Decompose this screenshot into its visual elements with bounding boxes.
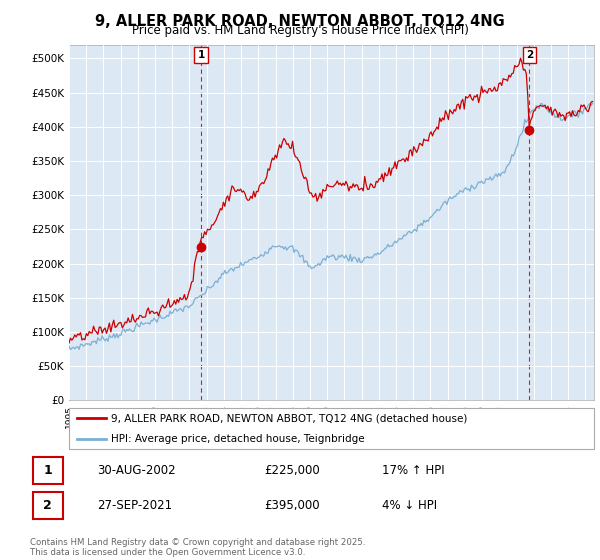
Text: 1: 1 — [43, 464, 52, 477]
Text: £395,000: £395,000 — [265, 499, 320, 512]
Text: 2: 2 — [43, 499, 52, 512]
FancyBboxPatch shape — [33, 492, 64, 519]
Text: 4% ↓ HPI: 4% ↓ HPI — [382, 499, 437, 512]
Text: 9, ALLER PARK ROAD, NEWTON ABBOT, TQ12 4NG (detached house): 9, ALLER PARK ROAD, NEWTON ABBOT, TQ12 4… — [111, 413, 467, 423]
Text: 17% ↑ HPI: 17% ↑ HPI — [382, 464, 444, 477]
Text: Contains HM Land Registry data © Crown copyright and database right 2025.
This d: Contains HM Land Registry data © Crown c… — [30, 538, 365, 557]
Text: 9, ALLER PARK ROAD, NEWTON ABBOT, TQ12 4NG: 9, ALLER PARK ROAD, NEWTON ABBOT, TQ12 4… — [95, 14, 505, 29]
Text: 2: 2 — [526, 50, 533, 60]
Text: £225,000: £225,000 — [265, 464, 320, 477]
Text: HPI: Average price, detached house, Teignbridge: HPI: Average price, detached house, Teig… — [111, 434, 365, 444]
Text: 1: 1 — [197, 50, 205, 60]
Text: 30-AUG-2002: 30-AUG-2002 — [97, 464, 176, 477]
FancyBboxPatch shape — [33, 457, 64, 484]
Text: Price paid vs. HM Land Registry's House Price Index (HPI): Price paid vs. HM Land Registry's House … — [131, 24, 469, 37]
FancyBboxPatch shape — [69, 408, 594, 449]
Text: 27-SEP-2021: 27-SEP-2021 — [97, 499, 172, 512]
